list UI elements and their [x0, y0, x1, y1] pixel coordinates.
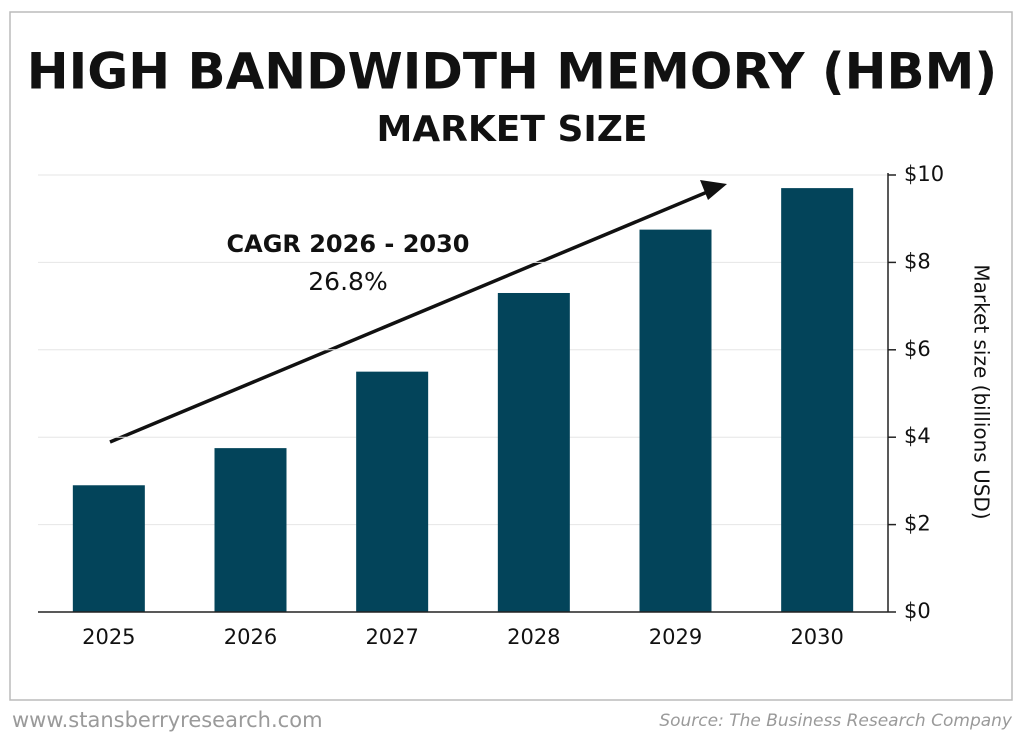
y-axis-label: Market size (billions USD)	[970, 264, 994, 519]
y-tick-label: $4	[904, 424, 931, 448]
y-tick-label: $8	[904, 249, 931, 273]
source: Source: The Business Research Company	[659, 711, 1013, 731]
x-tick-label: 2030	[790, 625, 843, 649]
bar	[214, 448, 287, 612]
x-tick-label: 2028	[507, 625, 560, 649]
footer-url: www.stansberryresearch.com	[12, 708, 323, 732]
arrow-head	[700, 180, 727, 200]
x-tick-label: 2029	[649, 625, 702, 649]
bar	[639, 229, 712, 612]
y-tick-label: $0	[904, 599, 931, 623]
chart-subtitle: MARKET SIZE	[376, 109, 647, 150]
annotation: 26.8%	[308, 267, 387, 296]
y-tick-label: $2	[904, 512, 931, 536]
annotation: CAGR 2026 - 2030	[227, 230, 470, 258]
y-tick-label: $10	[904, 162, 944, 186]
trend-arrow	[109, 188, 713, 444]
y-tick-label: $6	[904, 337, 931, 361]
x-tick-label: 2026	[224, 625, 277, 649]
chart-title: HIGH BANDWIDTH MEMORY (HBM)	[27, 43, 997, 101]
bar	[497, 292, 570, 612]
x-tick-label: 2025	[82, 625, 135, 649]
bar	[72, 485, 145, 612]
bar	[781, 188, 854, 613]
bar	[356, 371, 429, 612]
x-tick-label: 2027	[365, 625, 418, 649]
